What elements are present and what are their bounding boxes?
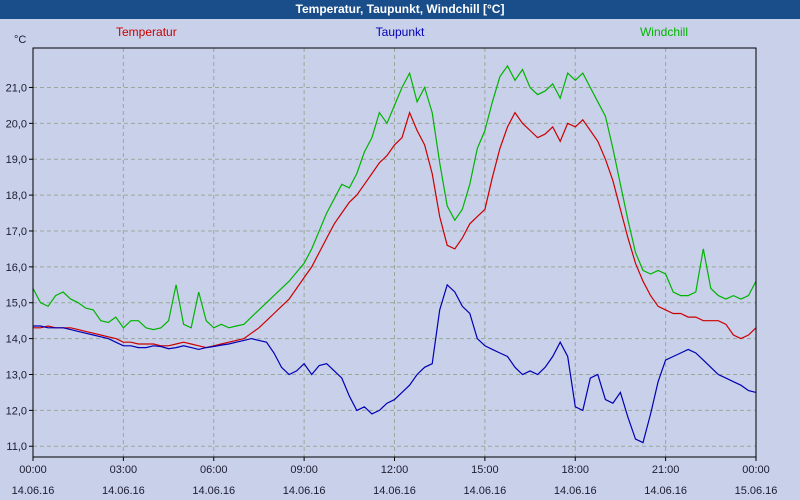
axis-label: 17,0	[6, 226, 27, 238]
axis-label: 14,0	[6, 334, 27, 346]
chart-legend: Temperatur Taupunkt Windchill	[0, 19, 800, 45]
axis-label: 14.06.16	[102, 485, 145, 497]
axis-label: 06:00	[200, 464, 228, 476]
series-line-taupunkt	[33, 283, 757, 444]
axis-label: °C	[14, 34, 26, 46]
axis-label: 20,0	[6, 118, 27, 130]
axis-label: 12:00	[381, 464, 409, 476]
axis-label: 00:00	[19, 464, 47, 476]
axis-label: 18:00	[561, 464, 589, 476]
axis-label: 11,0	[6, 441, 27, 453]
axis-label: 14.06.16	[373, 485, 416, 497]
plot-border	[32, 47, 757, 458]
axis-label: 03:00	[110, 464, 138, 476]
axis-label: 09:00	[290, 464, 318, 476]
axis-label: 00:00	[742, 464, 770, 476]
legend-item-windchill: Windchill	[639, 25, 688, 39]
axis-label: 18,0	[6, 190, 27, 202]
axis-label: 21:00	[652, 464, 680, 476]
axis-label: 16,0	[6, 262, 27, 274]
legend-item-temperatur: Temperatur	[116, 25, 177, 39]
axis-label: 14.06.16	[12, 485, 55, 497]
axis-label: 12,0	[6, 405, 27, 417]
axis-label: 19,0	[6, 154, 27, 166]
axis-label: 15.06.16	[735, 485, 778, 497]
axis-label: 14.06.16	[644, 485, 687, 497]
legend-item-taupunkt: Taupunkt	[375, 25, 425, 39]
series-line-windchill	[32, 64, 757, 331]
axis-label: 13,0	[6, 369, 27, 381]
axis-label: 21,0	[6, 82, 27, 94]
axis-label: 15:00	[471, 464, 499, 476]
axis-label: 14.06.16	[554, 485, 597, 497]
axis-label: 14.06.16	[192, 485, 235, 497]
window-title: Temperatur, Taupunkt, Windchill [°C]	[0, 0, 800, 19]
axis-label: 14.06.16	[283, 485, 326, 497]
series-line-temperatur	[33, 110, 757, 349]
axis-label: 14.06.16	[463, 485, 506, 497]
axis-label: 15,0	[6, 298, 27, 310]
